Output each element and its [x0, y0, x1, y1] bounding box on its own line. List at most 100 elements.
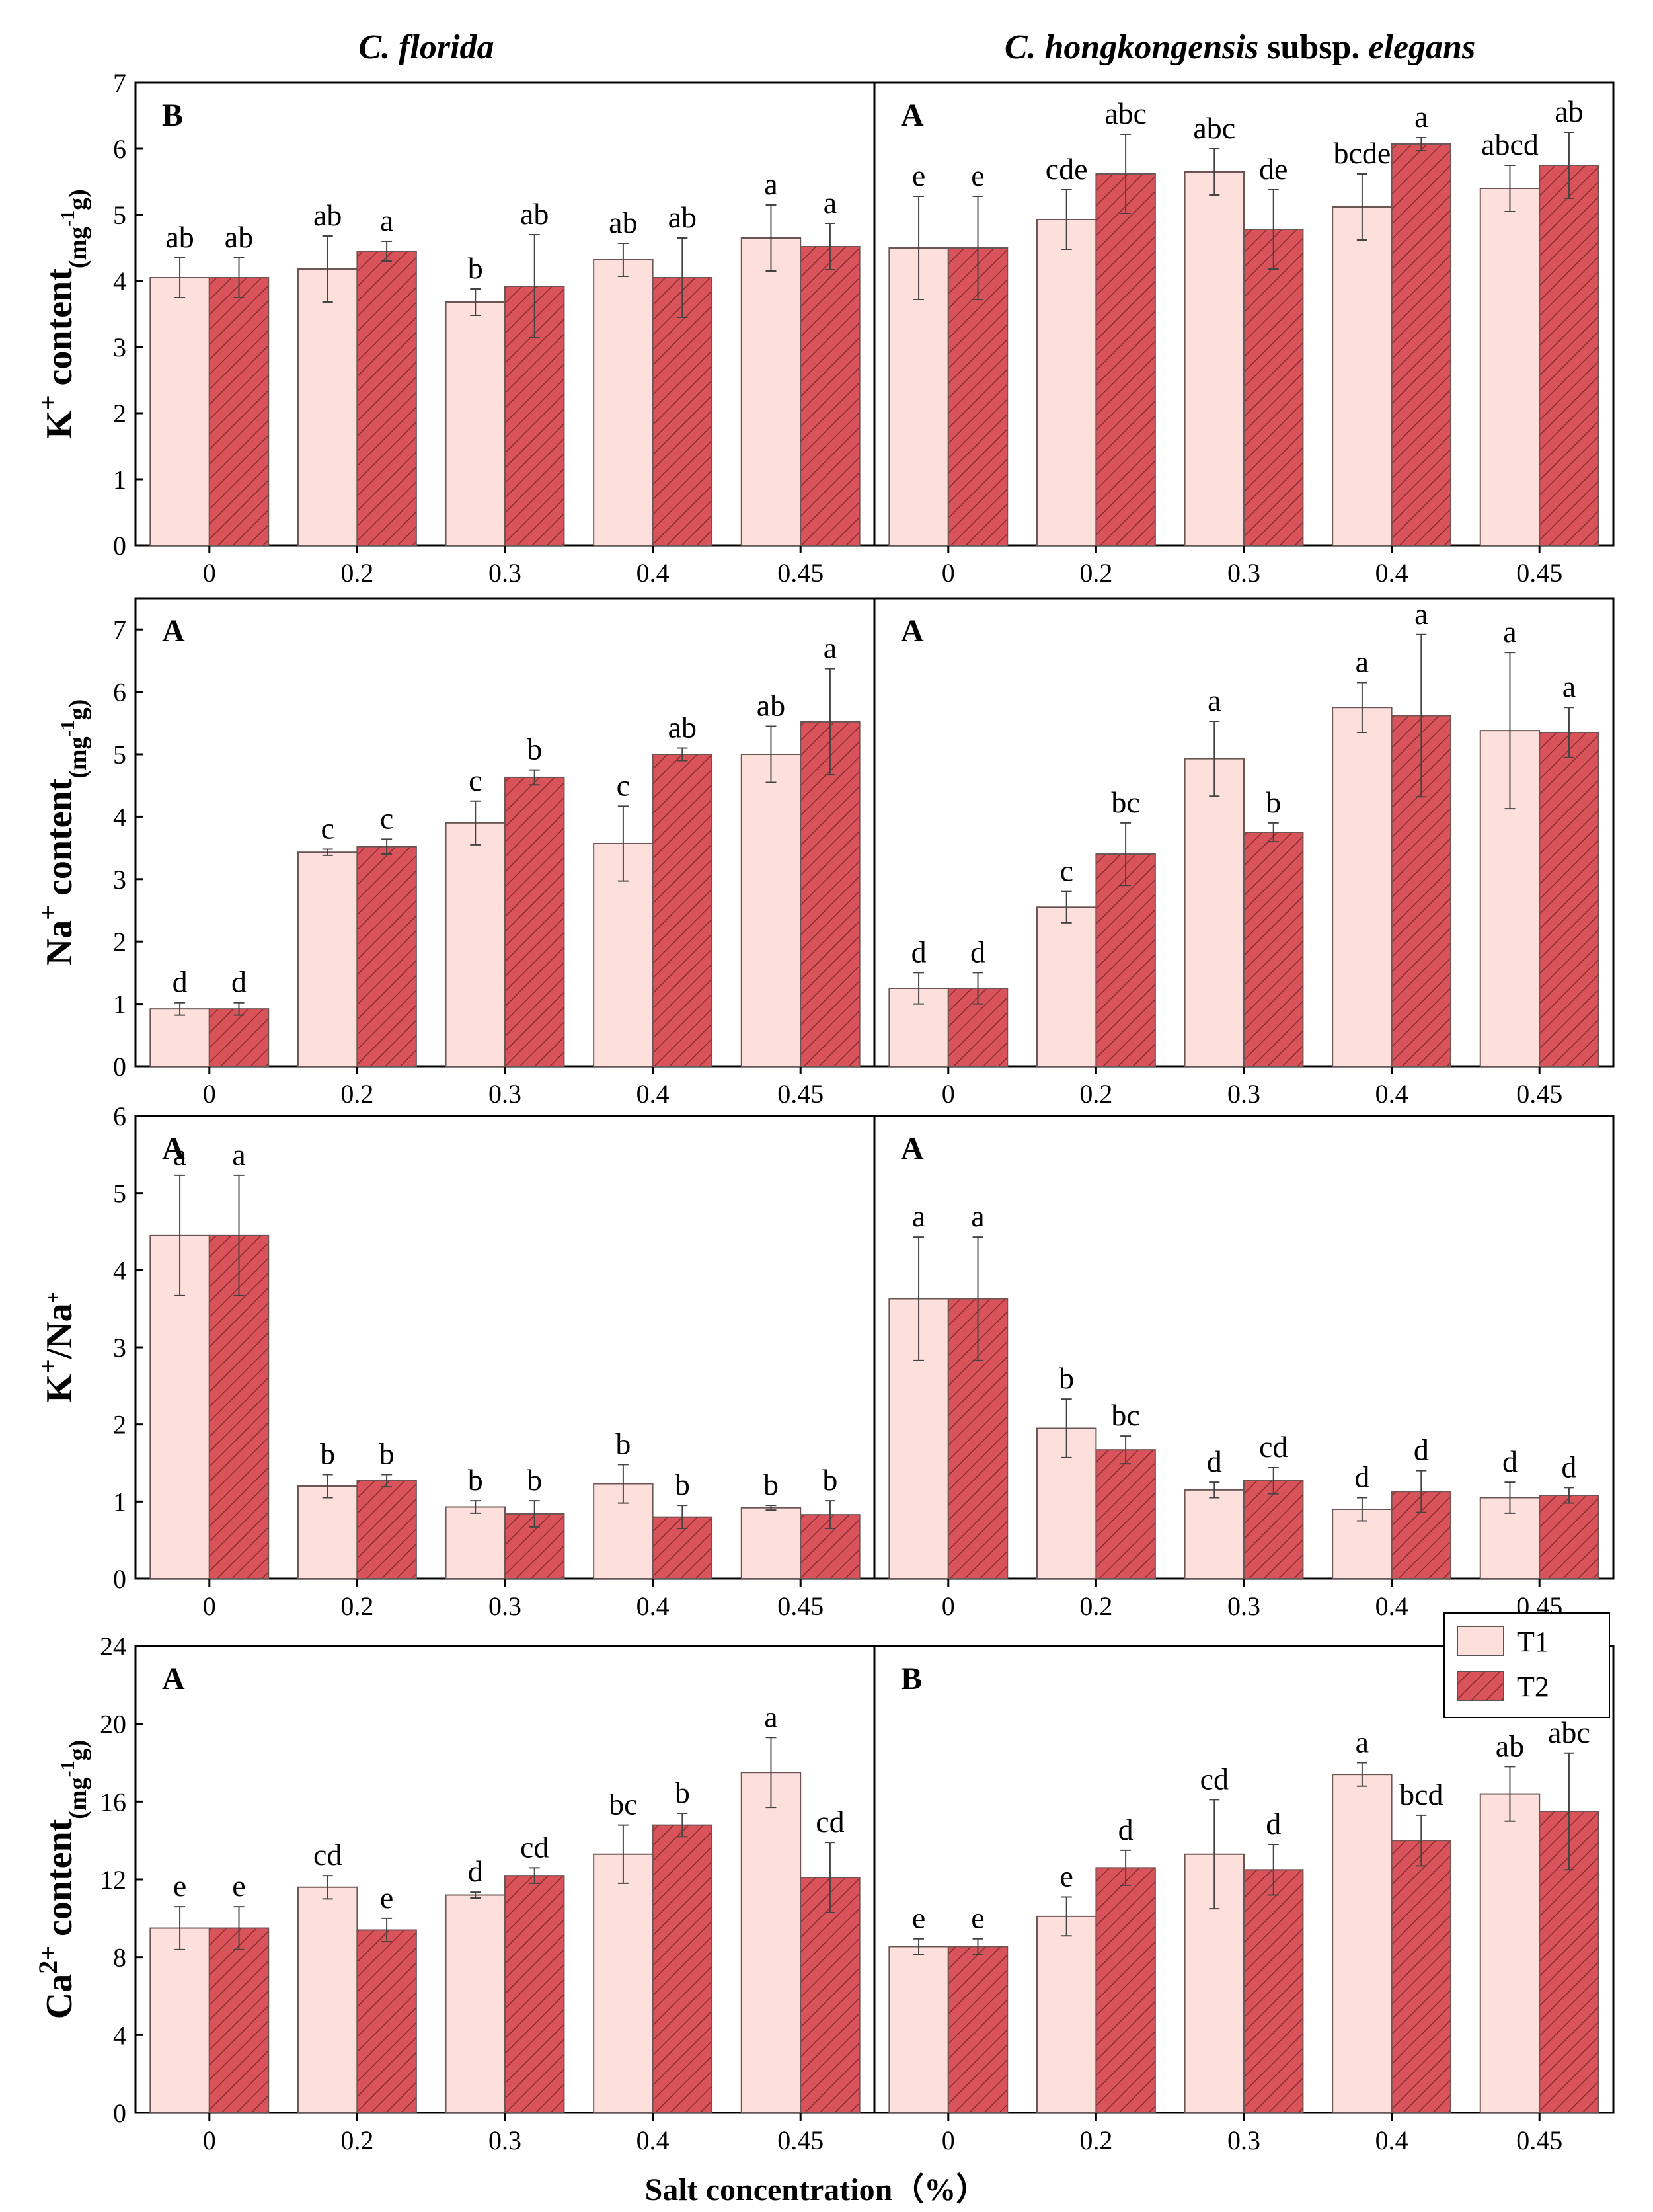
ratio-florida-xtick-label: 0.45	[777, 1591, 824, 1621]
ca-florida-bar-t1	[445, 1894, 506, 2114]
column-title-right-suffix: elegans	[1368, 28, 1475, 66]
na-florida-data-label: d	[231, 965, 247, 999]
ratio-florida-data-label: b	[822, 1463, 837, 1497]
k-hong-xtick-label: 0.3	[1227, 558, 1260, 588]
ca-hong-bar-t2	[1095, 1867, 1156, 2114]
ratio-hong-data-label: cd	[1259, 1430, 1288, 1464]
na-hong-xtick-label: 0.2	[1079, 1079, 1112, 1109]
k-florida-data-label: ab	[225, 220, 253, 254]
k-hong-bar-t2	[1539, 165, 1599, 546]
ratio-florida-y-axis-title-part: /Na	[39, 1303, 80, 1359]
na-florida-xtick-label: 0.45	[777, 1079, 824, 1109]
k-hong-xtick-label: 0	[942, 558, 955, 588]
na-florida-bar-t2	[652, 754, 713, 1067]
k-hong-xtick-label: 0.2	[1079, 558, 1112, 588]
k-florida-ytick-label: 0	[113, 531, 126, 561]
ratio-hong-bar-t2	[1539, 1495, 1599, 1579]
na-florida-y-axis-title-part: -1	[57, 720, 79, 736]
ca-hong-bar-t1	[1036, 1915, 1097, 2113]
ca-florida-data-label: cd	[816, 1805, 844, 1838]
k-florida-ytick-label: 5	[113, 200, 126, 230]
ca-florida-ytick-label: 8	[113, 1943, 126, 1973]
legend: T1 T2	[1443, 1612, 1610, 1718]
ca-florida-data-label: a	[764, 1700, 777, 1733]
ratio-hong-data-label: a	[912, 1199, 925, 1233]
column-title-right: C. hongkongensis subsp. elegans	[1005, 28, 1475, 66]
ratio-hong-data-label: d	[1414, 1433, 1429, 1467]
na-florida-bar-t1	[445, 822, 506, 1067]
ratio-florida-xtick-label: 0.3	[488, 1591, 521, 1621]
ratio-florida-bar-t1	[593, 1483, 654, 1579]
na-florida-xtick-label: 0.3	[488, 1079, 521, 1109]
ratio-hong-xtick-label: 0.4	[1375, 1591, 1408, 1621]
k-hong-data-label: a	[1414, 100, 1428, 134]
na-hong-panel-letter: A	[901, 613, 924, 649]
ratio-florida-y-axis-title-part: K	[39, 1374, 80, 1403]
na-hong-data-label: b	[1266, 785, 1281, 819]
ca-hong-bar-t2	[1243, 1869, 1304, 2114]
na-florida-y-axis-title-part: +	[33, 905, 63, 920]
ratio-hong-xtick-label: 0.3	[1227, 1591, 1260, 1621]
ca-florida-bar-t2	[504, 1875, 565, 2114]
na-florida-ytick-label: 1	[113, 990, 126, 1019]
k-hong-xtick-label: 0.45	[1516, 558, 1562, 588]
ratio-florida-data-label: a	[173, 1138, 186, 1171]
ca-florida-panel-letter: A	[162, 1661, 185, 1696]
ca-florida-ytick-label: 0	[113, 2098, 126, 2128]
k-hong-xtick-label: 0.4	[1375, 558, 1408, 588]
legend-label-t2: T2	[1517, 1671, 1549, 1703]
na-florida-y-axis-title-part: Na	[39, 920, 80, 965]
ca-florida-xtick-label: 0.3	[488, 2125, 521, 2155]
ca-florida-y-axis-title-part: -1	[57, 1760, 79, 1777]
ratio-florida-data-label: a	[232, 1138, 245, 1171]
na-hong-data-label: c	[1059, 854, 1073, 888]
ratio-florida-data-label: b	[763, 1468, 779, 1501]
ca-hong-data-label: e	[912, 1901, 925, 1935]
ratio-hong-xtick-label: 0	[942, 1591, 955, 1621]
na-florida-y-axis-title: Na+ content(mg-1g)	[33, 699, 92, 966]
ratio-florida-y-axis-title: K+/Na+	[33, 1292, 80, 1402]
na-florida-data-label: a	[824, 631, 837, 665]
ratio-hong-data-label: d	[1354, 1460, 1369, 1494]
ratio-florida-ytick-label: 4	[113, 1255, 126, 1285]
na-florida-data-label: c	[469, 764, 482, 797]
ratio-florida-ytick-label: 2	[113, 1410, 126, 1440]
na-florida-xtick-label: 0.4	[636, 1079, 670, 1109]
ca-hong-xtick-label: 0.45	[1516, 2125, 1562, 2155]
na-florida-ytick-label: 7	[113, 615, 126, 645]
ratio-florida-data-label: b	[468, 1463, 483, 1497]
na-florida-bar-t1	[149, 1008, 210, 1067]
k-florida-bar-t1	[445, 301, 506, 546]
na-florida-ytick-label: 2	[113, 927, 126, 957]
ratio-hong-bar-t2	[1095, 1449, 1156, 1580]
k-florida-y-axis-title-part: K	[39, 410, 80, 439]
ratio-florida-data-label: b	[320, 1437, 335, 1471]
ca-florida-ytick-label: 16	[100, 1787, 126, 1817]
k-florida-bar-t2	[652, 277, 713, 546]
k-florida-bar-t2	[800, 246, 861, 546]
bar-layer	[149, 132, 1599, 2114]
ca-florida-xtick-label: 0.4	[636, 2125, 670, 2155]
k-florida-xtick-label: 0.4	[636, 558, 670, 588]
ratio-hong-data-label: b	[1059, 1361, 1074, 1395]
ca-florida-y-axis-title-part: g)	[64, 1740, 92, 1761]
k-florida-xtick-label: 0	[203, 558, 216, 588]
na-hong-data-label: d	[970, 935, 985, 968]
k-florida-bar-t1	[593, 259, 654, 546]
k-florida-bar-t1	[297, 268, 358, 546]
ca-florida-bar-t1	[740, 1772, 802, 2113]
ratio-florida-ytick-label: 5	[113, 1179, 126, 1208]
ca-florida-xtick-label: 0	[203, 2125, 216, 2155]
ratio-hong-data-label: bc	[1111, 1398, 1139, 1432]
x-axis-title: Salt concentration（%）	[645, 2172, 988, 2207]
ratio-hong-xtick-label: 0.2	[1079, 1591, 1112, 1621]
k-florida-ytick-label: 4	[113, 266, 126, 296]
ca-hong-xtick-label: 0	[942, 2125, 955, 2155]
ca-hong-bar-t1	[1479, 1793, 1541, 2113]
ca-hong-bar-t1	[888, 1946, 949, 2114]
k-hong-data-label: de	[1259, 152, 1288, 186]
ca-hong-data-label: ab	[1496, 1729, 1524, 1762]
ca-florida-data-label: b	[675, 1776, 690, 1809]
na-florida-data-label: b	[527, 732, 542, 766]
na-florida-panel-letter: A	[162, 613, 185, 649]
